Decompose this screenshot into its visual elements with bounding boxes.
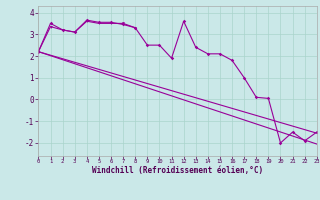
X-axis label: Windchill (Refroidissement éolien,°C): Windchill (Refroidissement éolien,°C)	[92, 166, 263, 175]
